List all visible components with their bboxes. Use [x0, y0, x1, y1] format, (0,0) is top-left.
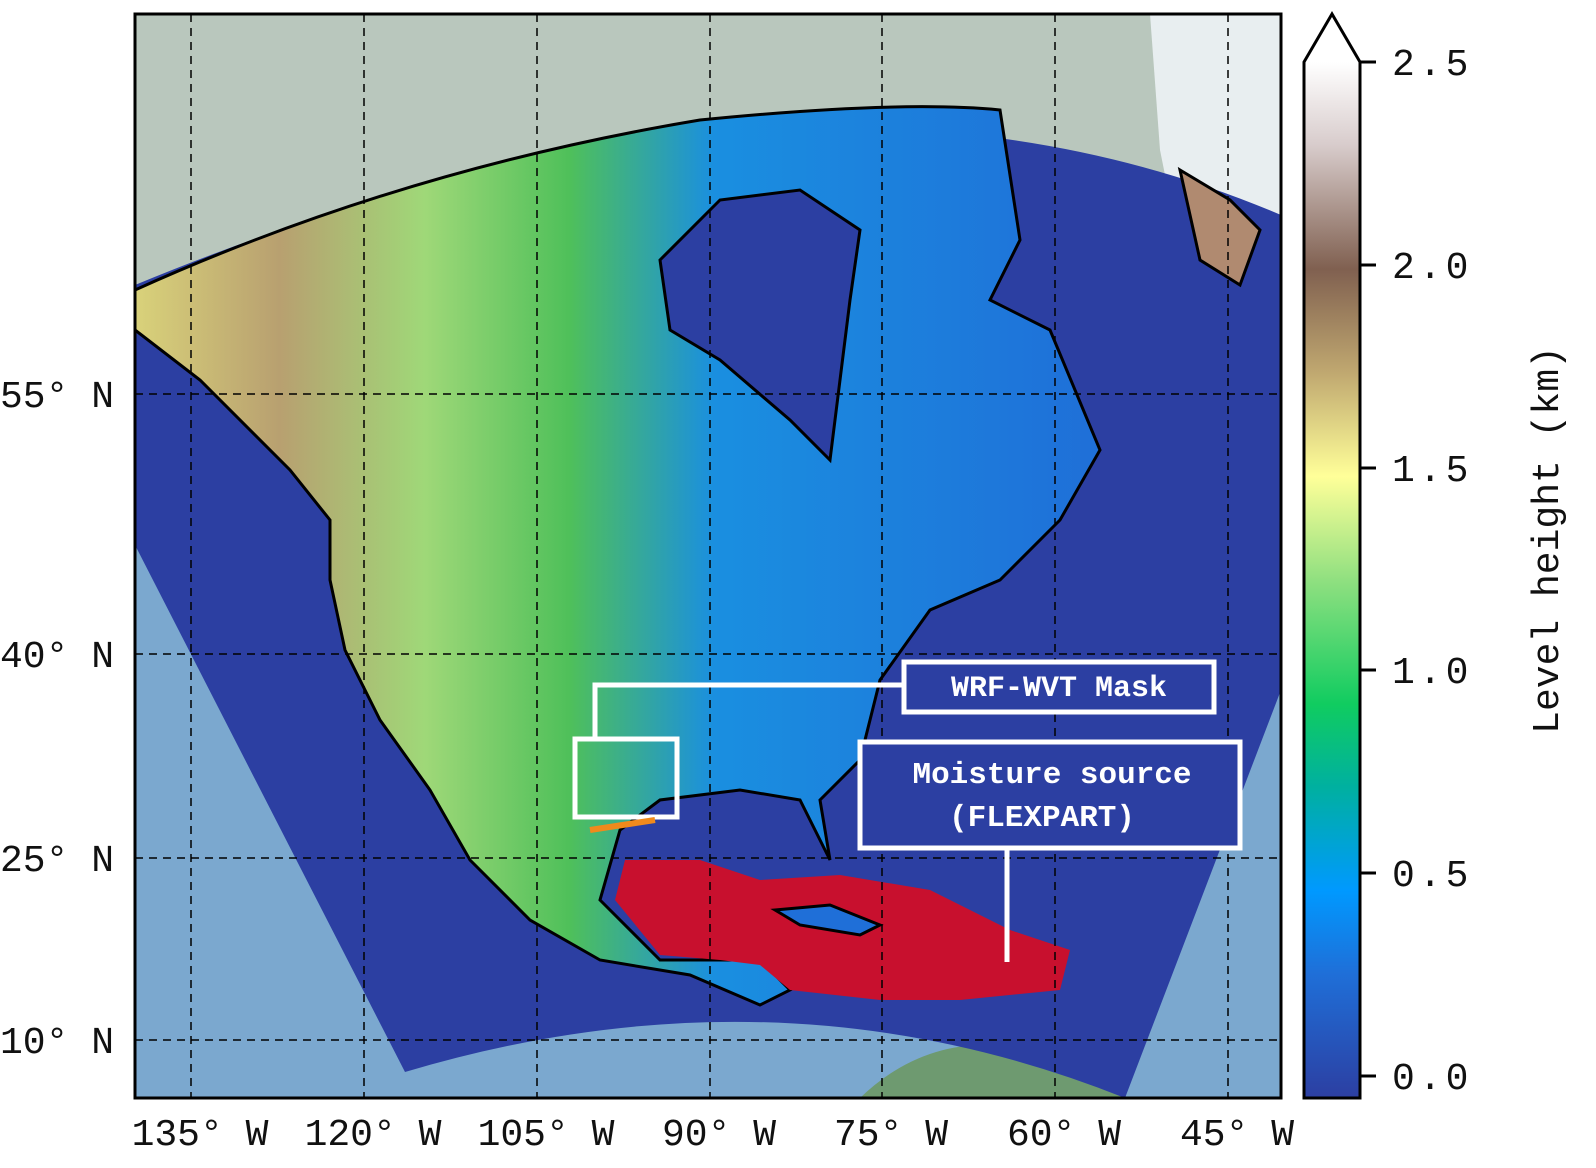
- north-america-land: [135, 105, 1102, 1007]
- mask-box: [572, 736, 680, 820]
- colorbar-outline-extend-arrow: [1302, 11, 1362, 1100]
- source-label-line1: Moisture source: [912, 758, 1191, 793]
- colorbar-tick: 1.5: [1392, 450, 1472, 493]
- lon-label: 60° W: [1007, 1114, 1121, 1157]
- mask-leader-line: [592, 682, 902, 737]
- lon-label: 75° W: [834, 1114, 948, 1157]
- lat-label: 10° N: [0, 1022, 114, 1065]
- lon-label: 90° W: [662, 1114, 776, 1157]
- mask-label: WRF-WVT Mask: [951, 672, 1167, 706]
- greenland-coast: [1177, 166, 1262, 288]
- cuba: [770, 903, 884, 937]
- colorbar: 0.0 0.5 1.0 1.5 2.0 2.5 Level height (km…: [1302, 11, 1570, 1101]
- colorbar-tick: 2.0: [1392, 247, 1472, 290]
- colorbar-tick: 0.5: [1392, 855, 1472, 898]
- lon-label: 135° W: [132, 1114, 269, 1157]
- lat-label: 40° N: [0, 636, 114, 679]
- mask-label-box: [901, 659, 1217, 715]
- lon-label: 105° W: [478, 1114, 615, 1157]
- map-frame: [133, 12, 1283, 1100]
- source-label-line2: (FLEXPART): [949, 801, 1135, 836]
- colorbar-tick: 1.0: [1392, 652, 1472, 695]
- source-label-box: [857, 739, 1243, 851]
- lat-label: 55° N: [0, 376, 114, 419]
- colorbar-tick: 0.0: [1392, 1058, 1472, 1101]
- lon-label: 120° W: [305, 1114, 442, 1157]
- lat-label: 25° N: [0, 840, 114, 883]
- colorbar-tick: 2.5: [1392, 44, 1472, 87]
- colorbar-fill: [1304, 62, 1360, 1098]
- south-america: [860, 1044, 1125, 1098]
- map-area: WRF-WVT Mask Moisture source (FLEXPART): [135, 14, 1281, 1098]
- lon-label: 45° W: [1180, 1114, 1294, 1157]
- colorbar-label: Level height (km): [1527, 346, 1570, 734]
- mask-line: [589, 817, 656, 833]
- graticule: [135, 14, 1281, 1098]
